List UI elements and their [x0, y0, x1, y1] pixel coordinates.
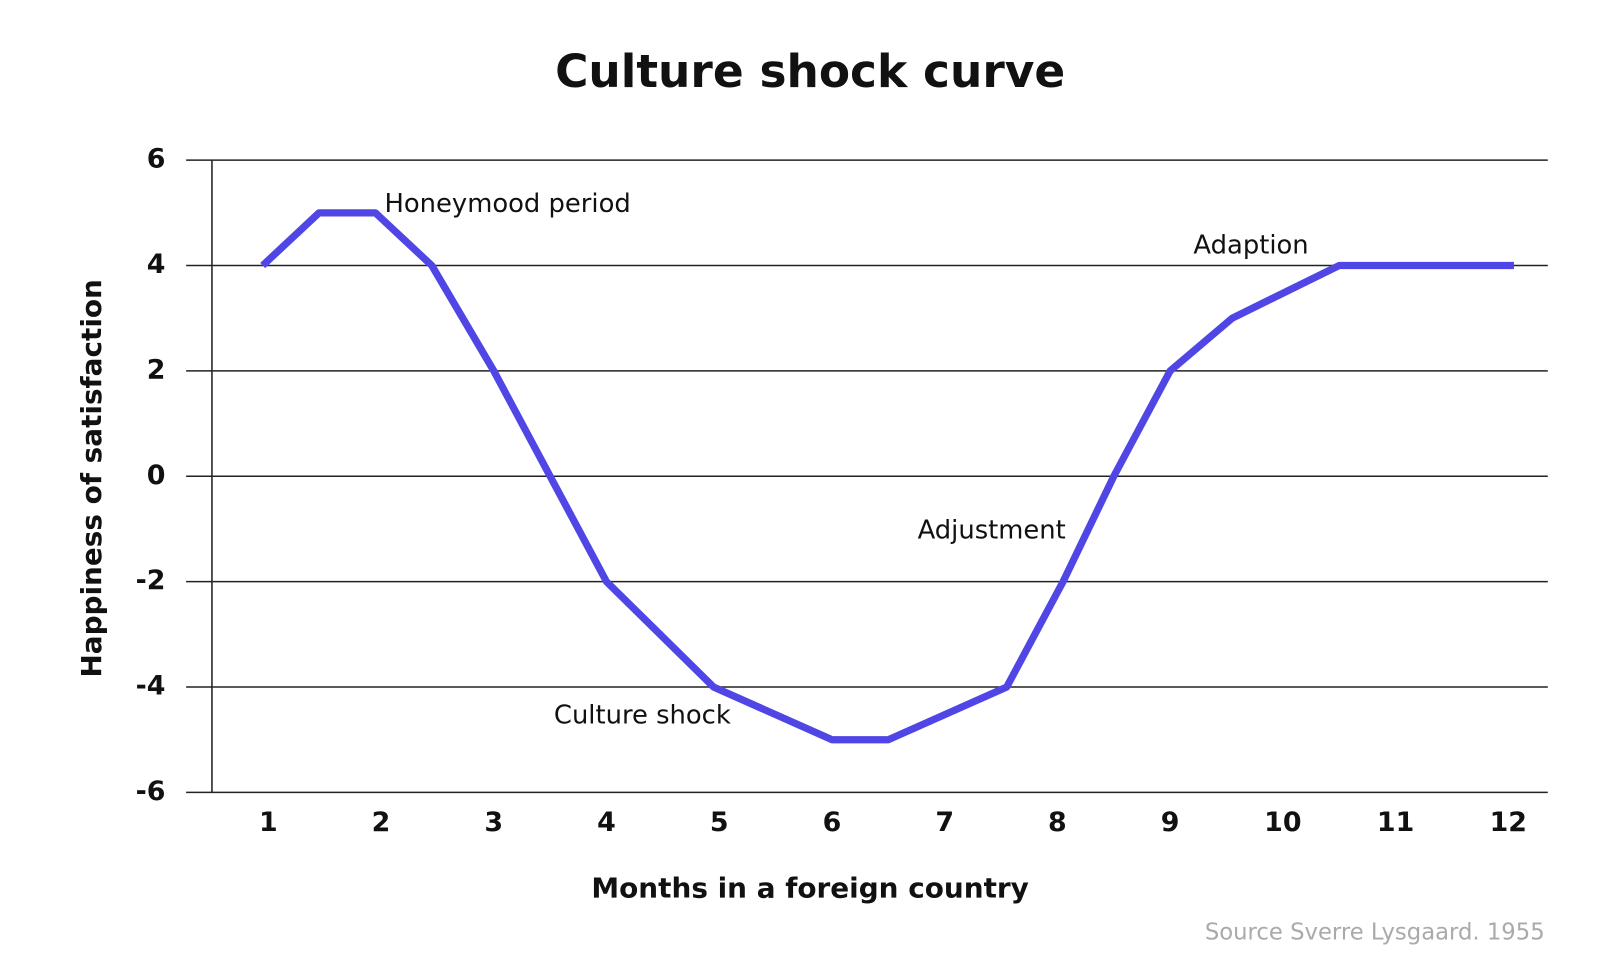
x-tick-label: 1 [259, 807, 278, 838]
data-line [260, 209, 1514, 744]
chart-title: Culture shock curve [555, 45, 1065, 98]
x-tick-label: 3 [484, 807, 503, 838]
x-tick-label: 5 [710, 807, 729, 838]
annotation: Honeymood period [384, 189, 630, 219]
x-tick-label: 8 [1048, 807, 1067, 838]
x-tick-label: 6 [823, 807, 842, 838]
y-axis-label: Happiness of satisfaction [75, 279, 108, 677]
y-tick-label: -2 [136, 565, 166, 596]
x-tick-label: 4 [597, 807, 616, 838]
x-tick-label: 10 [1264, 807, 1301, 838]
y-tick-label: 2 [147, 354, 166, 385]
y-tick-label: 4 [147, 249, 166, 280]
y-tick-label: -4 [136, 671, 166, 702]
annotation: Culture shock [554, 700, 731, 730]
x-tick-label: 7 [935, 807, 954, 838]
annotation: Adaption [1193, 230, 1308, 260]
annotation: Adjustment [918, 516, 1066, 546]
y-tick-label: -6 [136, 776, 166, 807]
x-tick-label: 11 [1377, 807, 1414, 838]
x-tick-label: 12 [1490, 807, 1527, 838]
x-tick-label: 2 [372, 807, 391, 838]
source-note: Source Sverre Lysgaard. 1955 [1205, 919, 1545, 945]
x-axis-label: Months in a foreign country [591, 872, 1028, 905]
y-tick-label: 0 [147, 460, 166, 491]
y-tick-label: 6 [147, 144, 166, 175]
x-tick-label: 9 [1161, 807, 1180, 838]
